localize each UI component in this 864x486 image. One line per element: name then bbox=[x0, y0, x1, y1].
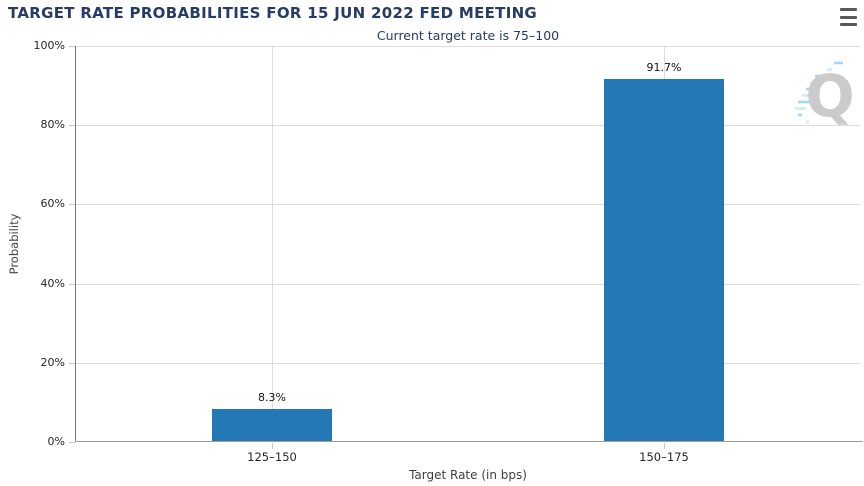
x-axis: 125–150 150–175 bbox=[76, 442, 860, 466]
chart-subtitle: Current target rate is 75–100 bbox=[376, 28, 560, 43]
v-gridline bbox=[272, 46, 273, 442]
y-tick bbox=[69, 204, 75, 206]
y-tick bbox=[69, 362, 75, 364]
q-letter: Q bbox=[805, 62, 854, 129]
y-tick bbox=[69, 442, 75, 443]
y-tick-label: 0% bbox=[47, 435, 65, 448]
y-tick bbox=[69, 125, 75, 127]
chart-title: TARGET RATE PROBABILITIES FOR 15 JUN 202… bbox=[8, 4, 538, 22]
y-tick-label: 40% bbox=[40, 276, 65, 290]
bar-0[interactable] bbox=[212, 409, 332, 442]
h-gridline bbox=[76, 125, 860, 127]
y-axis-line bbox=[75, 46, 76, 442]
q-logo-watermark: Q bbox=[795, 61, 855, 129]
h-gridline bbox=[76, 283, 860, 285]
x-axis-line bbox=[75, 441, 863, 442]
plot-area: Q 8.3% 91.7% bbox=[75, 46, 863, 442]
x-tick-label: 150–175 bbox=[639, 450, 689, 464]
h-gridline bbox=[76, 46, 860, 47]
bar-value-label: 91.7% bbox=[646, 60, 682, 74]
y-tick-label: 20% bbox=[40, 355, 65, 369]
bar-value-label: 8.3% bbox=[258, 391, 286, 405]
hamburger-bar bbox=[840, 15, 857, 19]
h-gridline bbox=[76, 204, 860, 206]
h-gridline bbox=[76, 362, 860, 364]
y-tick-label: 80% bbox=[40, 118, 65, 132]
y-axis: 0% 20% 40% 60% 80% 100% bbox=[0, 39, 76, 448]
x-tick bbox=[664, 443, 665, 449]
x-tick-label: 125–150 bbox=[247, 450, 297, 464]
bar-1[interactable] bbox=[604, 78, 724, 442]
hamburger-menu-icon[interactable] bbox=[840, 8, 857, 26]
x-axis-title: Target Rate (in bps) bbox=[409, 468, 527, 482]
x-tick bbox=[272, 443, 273, 449]
y-tick-label: 60% bbox=[40, 197, 65, 211]
y-tick bbox=[69, 46, 75, 47]
hamburger-bar bbox=[840, 8, 857, 11]
y-tick-label: 100% bbox=[33, 39, 65, 52]
hamburger-bar bbox=[840, 23, 857, 26]
y-tick bbox=[69, 283, 75, 285]
